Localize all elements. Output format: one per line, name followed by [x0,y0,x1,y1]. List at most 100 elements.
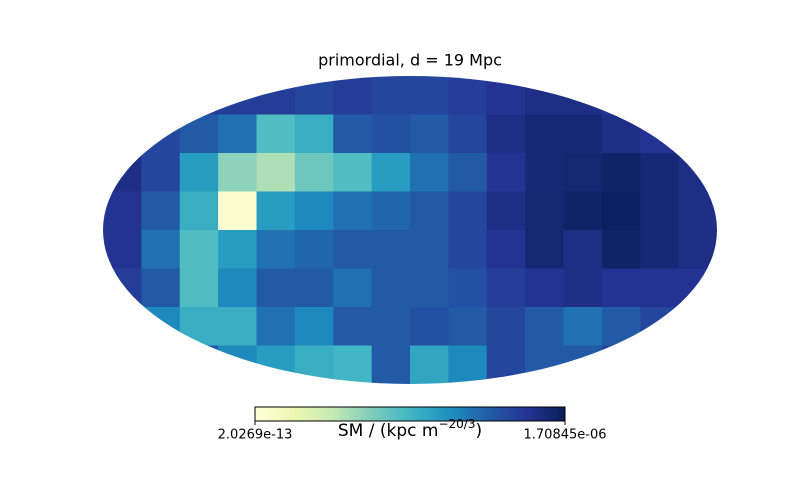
map-cell [678,307,717,347]
map-cell [218,191,258,231]
map-cell [256,345,296,384]
map-cell [640,114,680,154]
map-cell [640,76,680,116]
map-cell [410,230,449,270]
map-cell [640,153,680,193]
map-cell [640,307,680,347]
map-cell [179,76,219,116]
map-cell [179,268,219,308]
map-cell [525,114,565,154]
map-cell [448,345,488,384]
map-cell [333,307,373,347]
map-cell [333,230,373,270]
map-cell [333,345,373,384]
map-cell [179,153,219,193]
map-cell [410,114,449,154]
map-cell [563,230,603,270]
map-cell [678,153,717,193]
colorbar [254,406,566,422]
map-cell [678,114,717,154]
map-cell [410,191,449,231]
map-cell [141,114,181,154]
map-cell [371,76,411,116]
map-cell [256,153,296,193]
map-cell [256,191,296,231]
map-cell [179,191,219,231]
map-cell [218,230,258,270]
map-cell [333,76,373,116]
map-cell [640,268,680,308]
map-cell [294,307,334,347]
map-cell [448,268,488,308]
map-cell [410,307,449,347]
map-cell [448,191,488,231]
map-cell [486,230,526,270]
map-cell [256,76,296,116]
map-cell [563,114,603,154]
map-cell [141,76,181,116]
map-cell [601,230,641,270]
map-cell [563,268,603,308]
map-cell [333,191,373,231]
map-cell [333,114,373,154]
map-cell [218,345,258,384]
map-cell [525,76,565,116]
map-cell [371,345,411,384]
map-cell [563,76,603,116]
map-cell [218,114,258,154]
map-cell [525,345,565,384]
map [103,76,717,384]
map-cell [256,268,296,308]
map-cell [141,307,181,347]
map-cell [179,307,219,347]
map-cell [371,153,411,193]
map-cell [294,230,334,270]
map-cell [486,307,526,347]
map-cell [640,345,680,384]
map-cell [103,191,142,231]
map-cell [141,268,181,308]
map-cell [141,191,181,231]
map-cell [601,268,641,308]
map-cell [601,114,641,154]
map-cell [103,307,142,347]
map-cell [525,268,565,308]
map-cell [563,153,603,193]
map-cell [103,76,142,116]
map-cell [179,345,219,384]
map-cell [294,268,334,308]
map-cell [256,307,296,347]
map-cell [486,345,526,384]
colorbar-label-close: ) [475,421,482,441]
map-cell [486,76,526,116]
map-cell [141,153,181,193]
map-cell [141,345,181,384]
map-cell [371,230,411,270]
map-cell [525,153,565,193]
map-cell [448,76,488,116]
colorbar-tick-label: 2.0269e-13 [218,428,293,443]
map-cell [640,191,680,231]
map-cell [601,153,641,193]
map-cell [294,191,334,231]
map-cell [218,153,258,193]
map-cell [678,345,717,384]
colorbar-label-text: SM / (kpc m [338,421,439,441]
map-cell [678,268,717,308]
map-cell [563,191,603,231]
map-cell [371,114,411,154]
map-cell [103,114,142,154]
map-cell [294,153,334,193]
colorbar-label-exp: −20/3 [438,417,475,431]
map-cell [179,230,219,270]
map-cell [486,153,526,193]
map-cell [410,268,449,308]
map-cell [448,114,488,154]
map-cell [103,345,142,384]
map-cell [448,153,488,193]
map-cell [601,76,641,116]
map-cell [601,307,641,347]
map-cell [486,268,526,308]
map-cell [410,76,449,116]
